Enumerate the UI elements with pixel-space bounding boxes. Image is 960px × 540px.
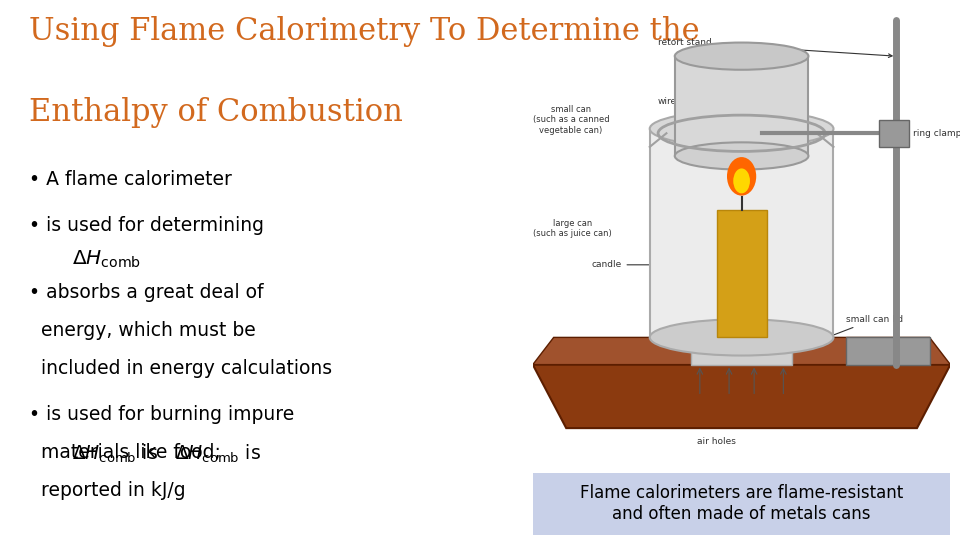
Polygon shape xyxy=(846,338,929,364)
Text: candle: candle xyxy=(591,260,712,269)
Text: • is used for burning impure: • is used for burning impure xyxy=(29,405,294,424)
Ellipse shape xyxy=(675,43,808,70)
Text: Using Flame Calorimetry To Determine the: Using Flame Calorimetry To Determine the xyxy=(29,16,700,47)
Text: • absorbs a great deal of: • absorbs a great deal of xyxy=(29,284,263,302)
Ellipse shape xyxy=(727,157,756,195)
Text: included in energy calculations: included in energy calculations xyxy=(29,359,332,378)
Ellipse shape xyxy=(675,143,808,170)
Ellipse shape xyxy=(733,168,750,193)
Text: Enthalpy of Combustion: Enthalpy of Combustion xyxy=(29,97,402,128)
Text: energy, which must be: energy, which must be xyxy=(29,321,255,340)
Text: • is used for determining: • is used for determining xyxy=(29,216,264,235)
Polygon shape xyxy=(691,338,792,364)
Text: Flame calorimeters are flame-resistant
and often made of metals cans: Flame calorimeters are flame-resistant a… xyxy=(580,484,903,523)
Text: • A flame calorimeter: • A flame calorimeter xyxy=(29,170,231,189)
Text: ring clamp: ring clamp xyxy=(913,129,960,138)
Text: $\Delta H_{\mathrm{comb}}$: $\Delta H_{\mathrm{comb}}$ xyxy=(72,248,141,269)
Polygon shape xyxy=(650,129,833,338)
Text: $\Delta H_{\mathrm{comb}}$ is: $\Delta H_{\mathrm{comb}}$ is xyxy=(176,443,261,465)
Text: small can lid: small can lid xyxy=(796,315,903,350)
Polygon shape xyxy=(716,211,767,338)
Text: large can
(such as juice can): large can (such as juice can) xyxy=(533,219,612,238)
Text: retort stand: retort stand xyxy=(659,38,892,57)
Ellipse shape xyxy=(650,319,833,355)
Text: materials like food;: materials like food; xyxy=(29,443,221,462)
Text: wire: wire xyxy=(659,97,746,130)
Polygon shape xyxy=(879,120,908,147)
Polygon shape xyxy=(533,338,950,364)
Ellipse shape xyxy=(650,111,833,147)
Text: reported in kJ/g: reported in kJ/g xyxy=(29,481,185,500)
Text: air holes: air holes xyxy=(697,437,736,446)
Ellipse shape xyxy=(691,328,792,347)
Polygon shape xyxy=(533,364,950,428)
FancyBboxPatch shape xyxy=(533,472,950,535)
Polygon shape xyxy=(675,56,808,156)
Text: $\Delta H_{\mathrm{comb}}$ is: $\Delta H_{\mathrm{comb}}$ is xyxy=(72,443,157,465)
Text: small can
(such as a canned
vegetable can): small can (such as a canned vegetable ca… xyxy=(533,105,610,134)
